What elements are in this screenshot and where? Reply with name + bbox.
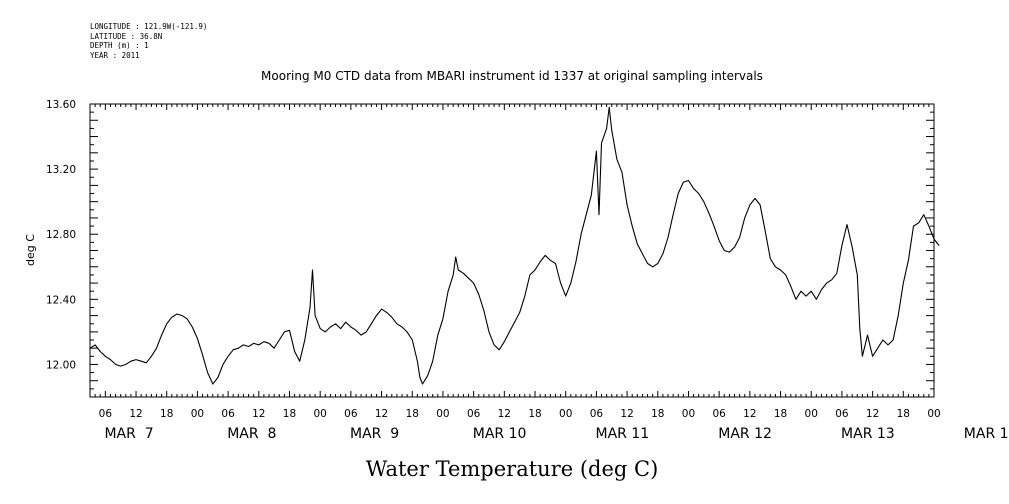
y-tick-label: 12.80 — [46, 229, 76, 241]
x-hour-label: 18 — [160, 408, 173, 420]
x-hour-label: 00 — [191, 408, 204, 420]
y-tick-label: 12.40 — [46, 294, 76, 306]
x-hour-label: 06 — [590, 408, 604, 420]
x-date-label: MAR 8 — [227, 426, 276, 442]
depth-label: DEPTH (m) : 1 — [90, 41, 149, 50]
x-hour-label: 06 — [712, 408, 726, 420]
x-hour-label: 12 — [620, 408, 633, 420]
x-hour-label: 12 — [129, 408, 142, 420]
x-hour-label: 06 — [99, 408, 113, 420]
temperature-series-line — [89, 106, 940, 385]
x-hour-label: 18 — [528, 408, 541, 420]
x-hour-label: 00 — [559, 408, 572, 420]
y-tick-label: 13.60 — [46, 99, 76, 111]
x-hour-label: 12 — [498, 408, 511, 420]
x-hour-label: 12 — [375, 408, 388, 420]
y-axis-tick-labels: 12.00 12.40 12.80 13.20 13.60 — [46, 99, 76, 371]
y-axis-label: deg C — [24, 234, 37, 266]
x-date-label: MAR 9 — [350, 426, 399, 442]
axis-ticks — [89, 103, 935, 398]
chart-title: Mooring M0 CTD data from MBARI instrumen… — [261, 69, 763, 83]
x-date-label: MAR 13 — [841, 426, 895, 442]
x-hour-label: 00 — [313, 408, 326, 420]
x-axis-title: Water Temperature (deg C) — [366, 457, 659, 481]
x-hour-label: 18 — [897, 408, 910, 420]
x-hour-label: 00 — [805, 408, 818, 420]
longitude-label: LONGITUDE : 121.9W(-121.9) — [90, 22, 208, 31]
x-hour-label: 12 — [252, 408, 265, 420]
x-hour-label: 00 — [436, 408, 449, 420]
x-date-label: MAR 7 — [104, 426, 153, 442]
x-date-label: MAR 12 — [718, 426, 772, 442]
x-hour-label: 06 — [221, 408, 235, 420]
x-axis-date-labels: MAR 7 MAR 8 MAR 9 MAR 10 MAR 11 MAR 12 MAR 13 M… — [104, 426, 1009, 442]
x-date-label: MAR 10 — [473, 426, 527, 442]
x-hour-label: 12 — [866, 408, 879, 420]
x-hour-label: 18 — [406, 408, 419, 420]
y-tick-label: 12.00 — [46, 359, 76, 371]
x-date-label: MAR 11 — [596, 426, 650, 442]
plot-frame — [89, 103, 935, 398]
x-hour-label: 18 — [651, 408, 664, 420]
y-tick-label: 13.20 — [46, 164, 76, 176]
x-hour-label: 18 — [283, 408, 296, 420]
x-hour-label: 06 — [344, 408, 358, 420]
latitude-label: LATITUDE : 36.8N — [90, 31, 163, 41]
year-label: YEAR : 2011 — [90, 50, 140, 60]
x-hour-label: 18 — [774, 408, 787, 420]
dataset-metadata: LONGITUDE : 121.9W(-121.9) LATITUDE : 36… — [90, 22, 207, 60]
x-date-label: MAR 14 — [964, 426, 1009, 442]
x-hour-label: 00 — [682, 408, 695, 420]
x-hour-label: 06 — [835, 408, 849, 420]
x-hour-label: 00 — [927, 408, 940, 420]
x-axis-hour-labels: 06 12 18 00 06 12 18 00 06 12 18 00 06 12 18 00 06 12 18 00… — [99, 408, 941, 420]
x-hour-label: 06 — [467, 408, 481, 420]
x-hour-label: 12 — [743, 408, 756, 420]
